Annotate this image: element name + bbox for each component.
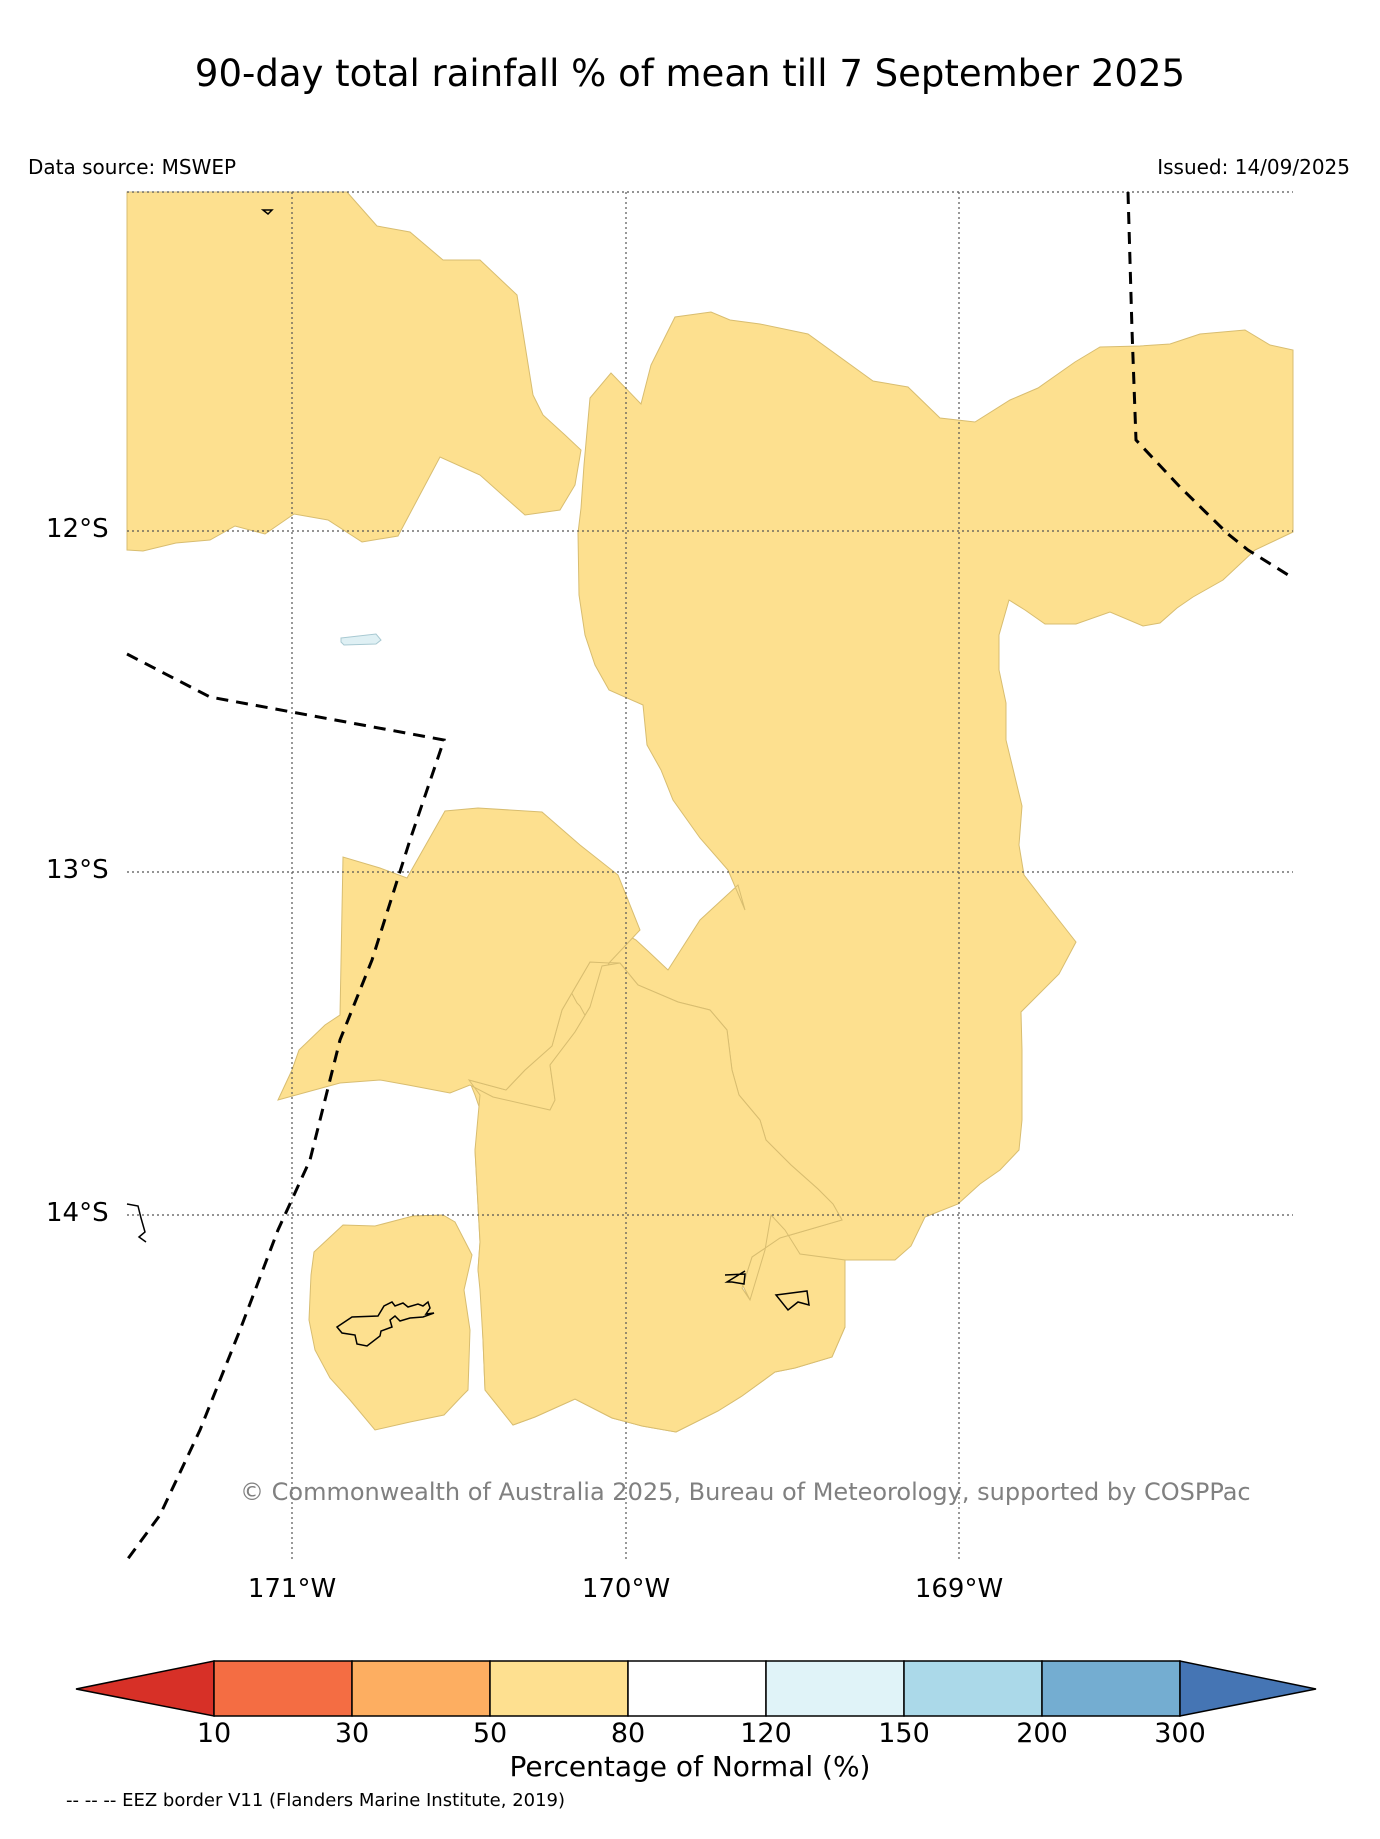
lat-label-13s: 13°S	[46, 855, 109, 885]
coastlines	[126, 209, 810, 1347]
dry-region-west-island	[277, 807, 846, 1433]
colorbar-bin-30-50	[351, 1660, 491, 1717]
lat-label-12s: 12°S	[46, 514, 109, 544]
colorbar-tick-30: 30	[334, 1718, 370, 1749]
coastline-aunuu-island	[774, 1290, 810, 1312]
lat-label-14s: 14°S	[46, 1198, 109, 1228]
colorbar-bin-50-80	[489, 1660, 629, 1717]
data-source-label: Data source: MSWEP	[28, 155, 237, 179]
colorbar-bin-200-300	[1041, 1660, 1181, 1717]
colorbar-bin-80-120	[627, 1660, 767, 1717]
wet-region-patch	[340, 633, 382, 646]
colorbar-extend-low	[75, 1660, 215, 1717]
colorbar-tick-200: 200	[1016, 1718, 1068, 1749]
copyright-notice: © Commonwealth of Australia 2025, Bureau…	[240, 1478, 1251, 1506]
issued-date-label: Issued: 14/09/2025	[1157, 155, 1350, 179]
graticule	[127, 191, 1293, 1560]
map-title: 90-day total rainfall % of mean till 7 S…	[194, 52, 1186, 95]
colorbar-tick-50: 50	[472, 1718, 508, 1749]
coastline-savaii	[335, 1300, 435, 1347]
coastline-west-edge	[126, 1203, 147, 1243]
colorbar-extend-high	[1179, 1660, 1317, 1717]
colorbar-bin-150-200	[903, 1660, 1043, 1717]
eez-legend-note: -- -- -- EEZ border V11 (Flanders Marine…	[66, 1790, 566, 1811]
dry-region-layer	[126, 191, 1294, 1433]
colorbar-bin-10-30	[213, 1660, 353, 1717]
colorbar-tick-80: 80	[610, 1718, 646, 1749]
colorbar-tick-120: 120	[740, 1718, 792, 1749]
dry-region-northwest	[126, 191, 582, 552]
colorbar-tick-150: 150	[878, 1718, 930, 1749]
colorbar	[75, 1660, 1317, 1717]
eez-border	[125, 191, 1294, 1561]
coastline-tutuila	[724, 1270, 746, 1285]
eez-border-west	[125, 652, 446, 1561]
lon-label-169w: 169°W	[914, 1574, 1004, 1604]
colorbar-title: Percentage of Normal (%)	[509, 1750, 871, 1783]
lon-label-171w: 171°W	[247, 1574, 337, 1604]
colorbar-tick-10: 10	[196, 1718, 232, 1749]
colorbar-tick-300: 300	[1154, 1718, 1206, 1749]
lon-label-170w: 170°W	[581, 1574, 671, 1604]
colorbar-bin-120-150	[765, 1660, 905, 1717]
eez-border-east	[1126, 191, 1294, 580]
coastline-small-islet	[260, 209, 274, 216]
